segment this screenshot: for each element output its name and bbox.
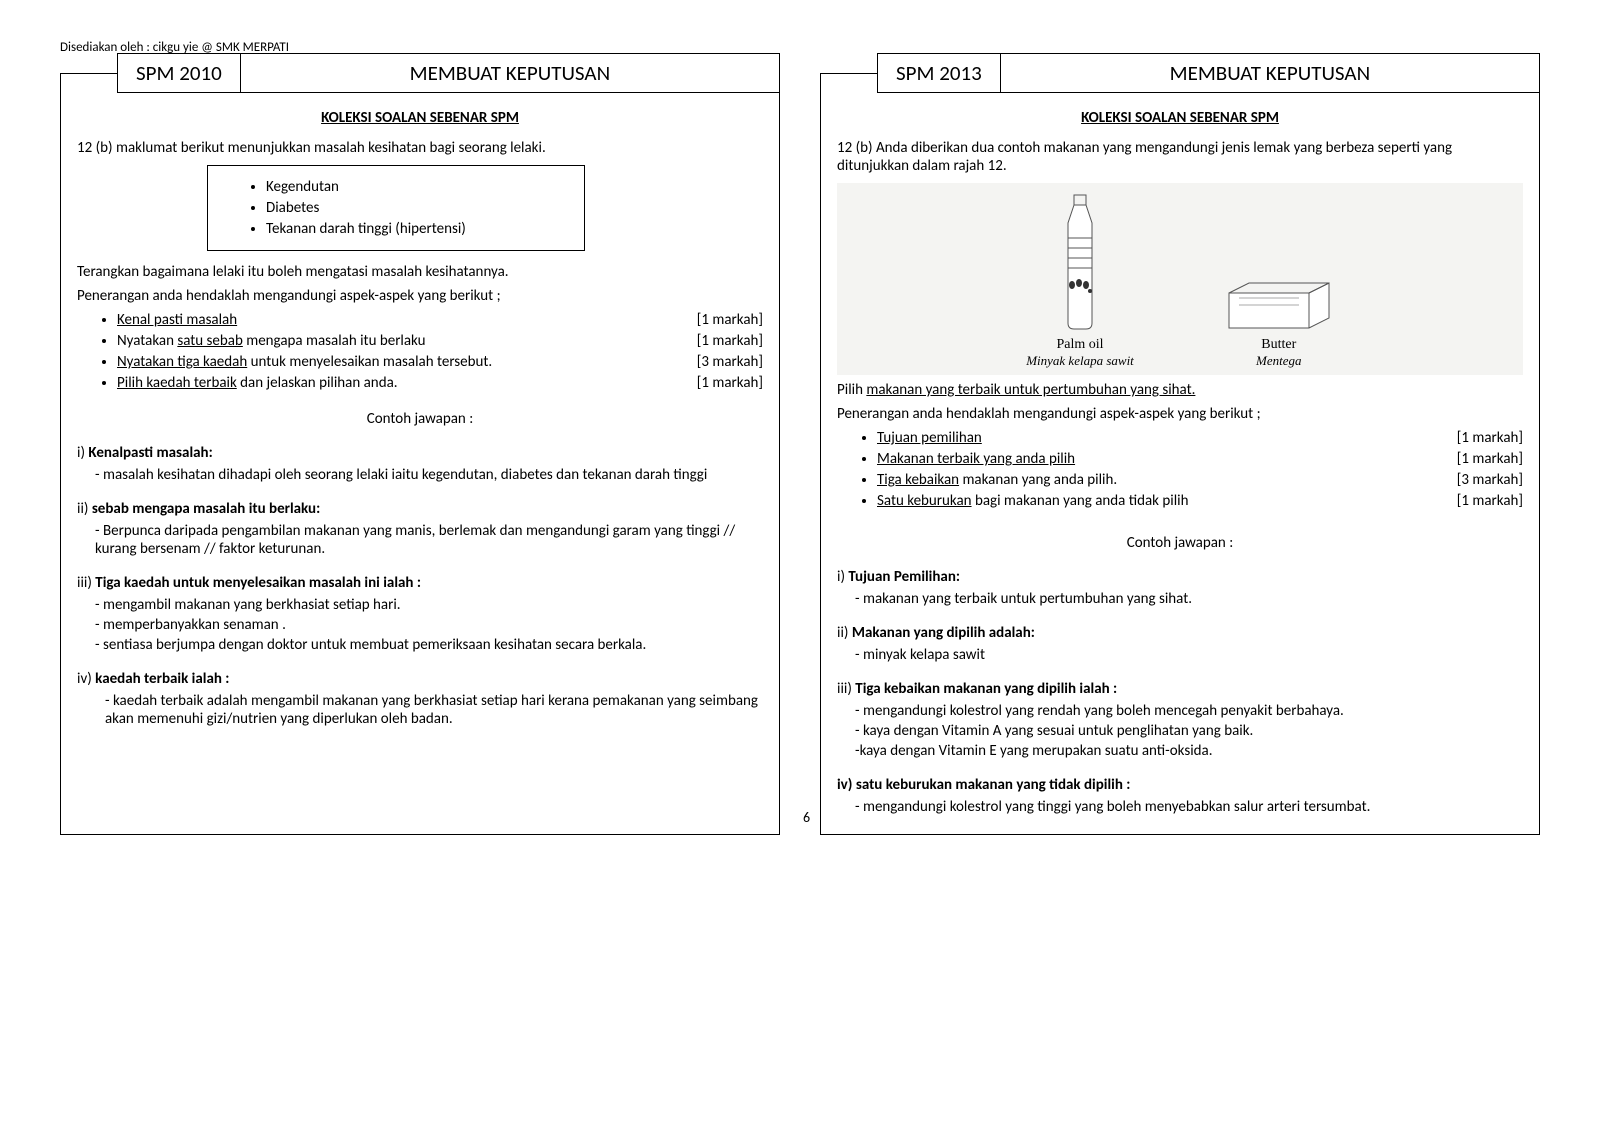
right-contoh: Contoh jawapan : [837,534,1523,552]
mark: [3 markah] [1457,471,1523,489]
r-ans2: - minyak kelapa sawit [855,646,1523,664]
ans1: - masalah kesihatan dihadapi oleh seoran… [95,466,763,484]
r-ans2-h: ii) Makanan yang dipilih adalah: [837,624,1523,642]
ans4-h: iv) kaedah terbaik ialah : [77,670,763,688]
ans2-h: ii) sebab mengapa masalah itu berlaku: [77,500,763,518]
mark: [1 markah] [1457,429,1523,447]
right-topic: MEMBUAT KEPUTUSAN [1000,53,1540,93]
left-subtitle: KOLEKSI SOALAN SEBENAR SPM [77,109,763,127]
right-criteria-list: Tujuan pemilihan [1 markah] Makanan terb… [877,429,1523,510]
right-question: 12 (b) Anda diberikan dua contoh makanan… [837,139,1523,175]
mark: [1 markah] [1457,492,1523,510]
right-instr1: Pilih makanan yang terbaik untuk pertumb… [837,381,1523,399]
box-item: Kegendutan [266,178,566,196]
mark: [3 markah] [697,353,763,371]
left-topic: MEMBUAT KEPUTUSAN [240,53,780,93]
bottle-icon [1050,193,1110,333]
butter-icon [1224,273,1334,333]
criteria-item: Satu keburukan bagi makanan yang anda ti… [877,492,1523,510]
t: Makanan terbaik yang anda pilih [877,450,1075,468]
left-year: SPM 2010 [117,53,241,93]
t: Pilih [837,381,866,399]
left-instr2: Penerangan anda hendaklah mengandungi as… [77,287,763,305]
fig1-label: Palm oil [1026,337,1134,353]
right-year: SPM 2013 [877,53,1001,93]
page-number: 6 [803,809,810,826]
t: dan jelaskan pilihan anda. [237,374,398,392]
t: Pilih kaedah terbaik [117,374,237,392]
left-question: 12 (b) maklumat berikut menunjukkan masa… [77,139,763,157]
t: Satu keburukan [877,492,972,510]
r-ans4: - mengandungi kolestrol yang tinggi yang… [855,798,1523,816]
fig-palm-oil: Palm oil Minyak kelapa sawit [1026,193,1134,369]
ans3-2: - memperbanyakkan senaman . [95,616,763,634]
criteria-item: Tujuan pemilihan [1 markah] [877,429,1523,447]
criteria-item: Kenal pasti masalah [1 markah] [117,311,763,329]
mark: [1 markah] [1457,450,1523,468]
left-title-row: SPM 2010 MEMBUAT KEPUTUSAN [117,73,780,93]
left-info-box: Kegendutan Diabetes Tekanan darah tinggi… [207,165,585,251]
right-title-row: SPM 2013 MEMBUAT KEPUTUSAN [877,73,1540,93]
criteria-item: Nyatakan satu sebab mengapa masalah itu … [117,332,763,350]
t: mengapa masalah itu berlaku [243,332,426,350]
box-item: Tekanan darah tinggi (hipertensi) [266,220,566,238]
r-ans3-1: - mengandungi kolestrol yang rendah yang… [855,702,1523,720]
box-item: Diabetes [266,199,566,217]
criteria-item: Tiga kebaikan makanan yang anda pilih. [3… [877,471,1523,489]
r-ans1: - makanan yang terbaik untuk pertumbuhan… [855,590,1523,608]
t: Tujuan pemilihan [877,429,982,447]
r-ans3-h: iii) Tiga kebaikan makanan yang dipilih … [837,680,1523,698]
ans1-h: i) Kenalpasti masalah: [77,444,763,462]
figure: Palm oil Minyak kelapa sawit Butter Ment… [837,183,1523,375]
ans2: - Berpunca daripada pengambilan makanan … [95,522,763,558]
left-column: SPM 2010 MEMBUAT KEPUTUSAN KOLEKSI SOALA… [60,73,780,835]
t: makanan yang terbaik untuk pertumbuhan y… [866,381,1195,399]
t: Nyatakan tiga kaedah [117,353,247,371]
fig1-label-it: Minyak kelapa sawit [1026,353,1134,369]
mark: [1 markah] [697,374,763,392]
columns: SPM 2010 MEMBUAT KEPUTUSAN KOLEKSI SOALA… [60,73,1540,835]
left-instr1: Terangkan bagaimana lelaki itu boleh men… [77,263,763,281]
r-ans3-3: -kaya dengan Vitamin E yang merupakan su… [855,742,1523,760]
mark: [1 markah] [697,332,763,350]
ans3-1: - mengambil makanan yang berkhasiat seti… [95,596,763,614]
right-column: 6 SPM 2013 MEMBUAT KEPUTUSAN KOLEKSI SOA… [820,73,1540,835]
r-ans1-h: i) Tujuan Pemilihan: [837,568,1523,586]
fig2-label-it: Mentega [1224,353,1334,369]
t: Tiga kebaikan [877,471,959,489]
criteria-item: Makanan terbaik yang anda pilih [1 markah… [877,450,1523,468]
fig2-label: Butter [1224,337,1334,353]
fig-butter: Butter Mentega [1224,273,1334,369]
right-subtitle: KOLEKSI SOALAN SEBENAR SPM [837,109,1523,127]
t: bagi makanan yang anda tidak pilih [972,492,1189,510]
r-ans4-h: iv) satu keburukan makanan yang tidak di… [837,776,1523,794]
r-ans3-2: - kaya dengan Vitamin A yang sesuai untu… [855,722,1523,740]
right-instr2: Penerangan anda hendaklah mengandungi as… [837,405,1523,423]
ans4: - kaedah terbaik adalah mengambil makana… [105,692,763,728]
t: satu sebab [177,332,243,350]
ans3-h: iii) Tiga kaedah untuk menyelesaikan mas… [77,574,763,592]
t: makanan yang anda pilih. [959,471,1117,489]
criteria-item: Nyatakan tiga kaedah untuk menyelesaikan… [117,353,763,371]
mark: [1 markah] [697,311,763,329]
left-criteria-list: Kenal pasti masalah [1 markah] Nyatakan … [117,311,763,392]
t: untuk menyelesaikan masalah tersebut. [247,353,492,371]
ans3-3: - sentiasa berjumpa dengan doktor untuk … [95,636,763,654]
left-contoh: Contoh jawapan : [77,410,763,428]
criteria-item: Pilih kaedah terbaik dan jelaskan piliha… [117,374,763,392]
t: Kenal pasti masalah [117,311,237,329]
t: Nyatakan [117,332,177,350]
